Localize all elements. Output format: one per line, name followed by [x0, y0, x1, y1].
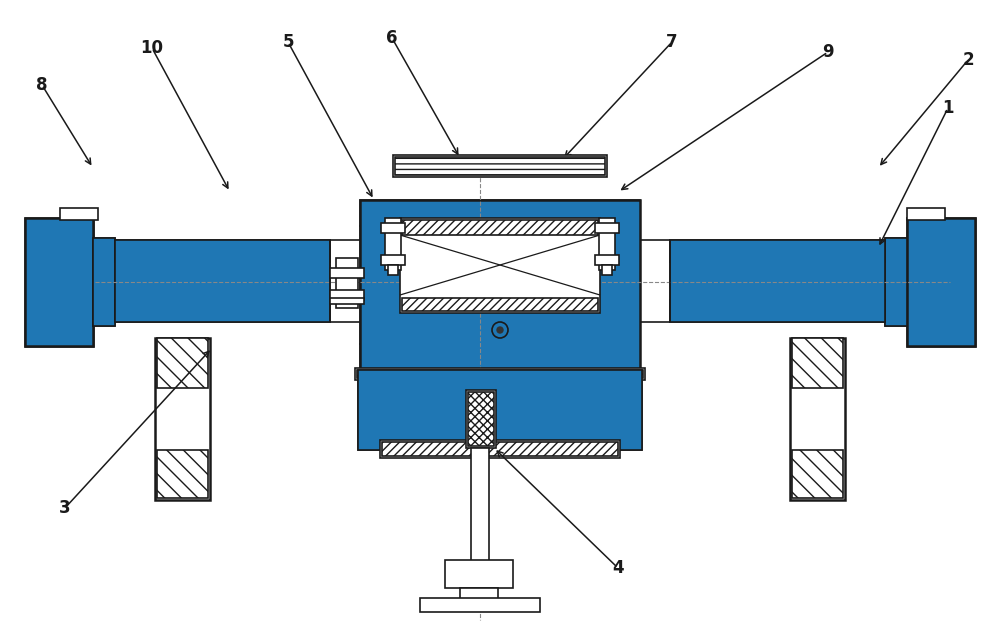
Bar — [382, 442, 618, 456]
Bar — [360, 226, 392, 344]
Bar — [385, 218, 401, 270]
Bar — [358, 370, 642, 450]
Bar — [336, 258, 358, 308]
Bar — [402, 220, 598, 235]
Bar — [599, 218, 615, 270]
Bar — [907, 218, 975, 346]
Bar — [357, 370, 643, 378]
Text: 1: 1 — [942, 99, 954, 117]
Text: 3: 3 — [59, 499, 71, 517]
Bar — [115, 262, 330, 300]
Text: 5: 5 — [282, 33, 294, 51]
Text: 4: 4 — [612, 559, 624, 577]
Bar — [595, 255, 619, 265]
Bar — [381, 255, 405, 265]
Bar — [388, 265, 398, 275]
Bar — [792, 450, 843, 498]
Bar — [157, 450, 208, 498]
Text: 9: 9 — [822, 43, 834, 61]
Bar — [595, 223, 619, 233]
Bar — [670, 240, 885, 322]
Bar — [792, 338, 843, 388]
Bar — [670, 240, 885, 262]
Text: 6: 6 — [386, 29, 398, 47]
Bar — [358, 370, 642, 450]
Bar — [445, 560, 513, 588]
Bar — [395, 157, 605, 175]
Bar — [330, 290, 364, 300]
Bar — [466, 390, 496, 448]
Bar — [60, 208, 98, 220]
Bar — [790, 338, 845, 500]
Bar — [115, 240, 330, 322]
Bar — [93, 238, 115, 326]
Bar — [330, 268, 364, 278]
Bar — [381, 223, 405, 233]
Bar — [602, 265, 612, 275]
Bar — [355, 368, 645, 380]
Bar — [420, 598, 540, 612]
Text: 10: 10 — [140, 39, 164, 57]
Bar — [25, 218, 93, 346]
Bar — [670, 262, 885, 300]
Bar — [608, 226, 640, 344]
Text: 8: 8 — [36, 76, 48, 94]
Bar — [93, 238, 115, 326]
Bar — [155, 338, 210, 500]
Bar — [115, 240, 330, 262]
Bar — [402, 298, 598, 311]
Bar — [522, 372, 582, 448]
Bar — [885, 238, 907, 326]
Bar — [471, 448, 489, 563]
Bar — [393, 155, 607, 177]
Bar — [885, 238, 907, 326]
Bar — [115, 300, 330, 322]
Bar — [360, 200, 640, 226]
Bar — [330, 298, 364, 304]
Bar — [360, 372, 420, 448]
Text: 7: 7 — [666, 33, 678, 51]
Bar — [468, 392, 494, 446]
Circle shape — [497, 327, 503, 333]
Bar — [907, 208, 945, 220]
Text: 2: 2 — [962, 51, 974, 69]
Bar — [157, 338, 208, 388]
Bar — [907, 218, 975, 346]
Bar — [460, 588, 498, 600]
Bar — [360, 344, 640, 370]
Bar — [360, 200, 640, 370]
Bar — [380, 440, 620, 458]
Bar — [400, 218, 600, 313]
Bar — [670, 300, 885, 322]
Bar — [25, 218, 93, 346]
